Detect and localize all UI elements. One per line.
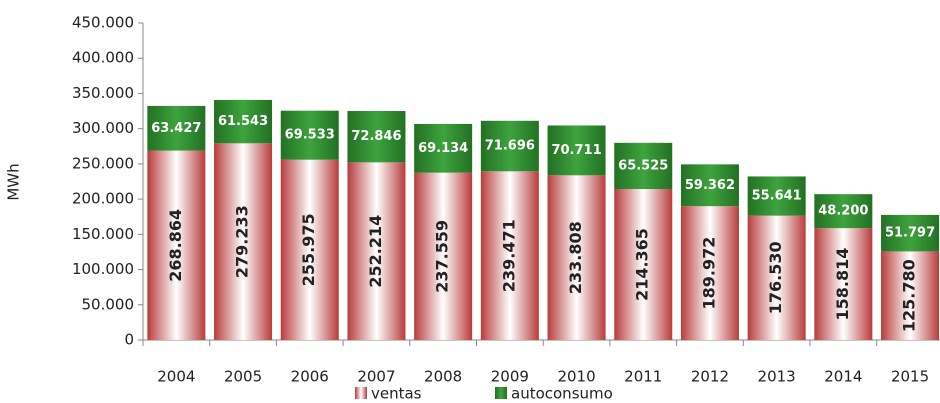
data-label: 158.814 <box>833 248 852 321</box>
bar-segment <box>814 228 873 340</box>
x-tick-label: 2011 <box>624 368 662 386</box>
data-label: 279.233 <box>233 205 252 278</box>
bar-segment <box>414 172 473 340</box>
y-tick-label: 250.000 <box>72 154 134 172</box>
x-tick-label: 2009 <box>491 368 529 386</box>
bar-segment <box>480 171 539 340</box>
data-label: 71.696 <box>485 139 535 154</box>
data-label: 255.975 <box>299 213 318 286</box>
data-label: 237.559 <box>433 220 452 293</box>
bar-segment <box>480 120 539 172</box>
data-label: 268.864 <box>166 209 185 282</box>
x-tick-label: 2004 <box>157 368 195 386</box>
data-label: 65.525 <box>618 158 668 173</box>
bar-segment <box>280 159 339 340</box>
data-label: 70.711 <box>551 143 601 158</box>
x-tick-label: 2007 <box>357 368 395 386</box>
data-label: 61.543 <box>218 114 268 129</box>
x-tick-label: 2015 <box>891 368 929 386</box>
bar-segment <box>814 194 873 229</box>
bar-segment <box>680 206 739 340</box>
data-label: 69.533 <box>285 128 335 143</box>
data-label: 55.641 <box>752 189 802 204</box>
bar-segment <box>881 251 940 340</box>
y-tick-label: 50.000 <box>82 295 135 313</box>
bar-segment <box>147 150 206 340</box>
bar-segment <box>214 99 273 144</box>
bar-segment <box>614 142 673 189</box>
data-label: 214.365 <box>633 228 652 301</box>
bar-segment <box>680 164 739 207</box>
x-tick-label: 2013 <box>758 368 796 386</box>
data-label: 72.846 <box>351 129 401 144</box>
x-tick-label: 2008 <box>424 368 462 386</box>
bar-segment <box>547 175 606 340</box>
bar-segment <box>881 214 940 252</box>
bar-segment <box>347 162 406 340</box>
y-tick-label: 200.000 <box>72 190 134 208</box>
legend-label: ventas <box>371 385 422 403</box>
data-label: 189.972 <box>699 237 718 310</box>
legend-label: autoconsumo <box>511 385 613 403</box>
legend-swatch <box>355 387 367 399</box>
bar-segment <box>747 176 806 216</box>
bar-segment <box>547 125 606 176</box>
bar-segment <box>214 143 273 340</box>
y-tick-label: 450.000 <box>72 14 134 32</box>
data-label: 239.471 <box>499 219 518 292</box>
y-tick-label: 350.000 <box>72 84 134 102</box>
x-tick-label: 2012 <box>691 368 729 386</box>
bar-segment <box>747 215 806 340</box>
data-label: 176.530 <box>766 241 785 314</box>
y-axis-label: MWh <box>5 163 23 200</box>
bar-segment <box>280 110 339 160</box>
data-label: 252.214 <box>366 215 385 288</box>
data-label: 48.200 <box>818 204 868 219</box>
legend-swatch <box>495 387 507 399</box>
data-label: 69.134 <box>418 141 468 156</box>
x-tick-label: 2010 <box>557 368 595 386</box>
x-tick-label: 2014 <box>824 368 862 386</box>
x-tick-label: 2006 <box>291 368 329 386</box>
y-tick-label: 150.000 <box>72 225 134 243</box>
bar-segment <box>147 105 206 151</box>
data-label: 59.362 <box>685 178 735 193</box>
data-label: 63.427 <box>151 121 201 136</box>
y-tick-label: 0 <box>124 331 134 349</box>
bar-segment <box>347 111 406 163</box>
data-label: 51.797 <box>885 226 935 241</box>
bar-segment <box>414 123 473 173</box>
data-label: 233.808 <box>566 221 585 294</box>
y-tick-label: 400.000 <box>72 49 134 67</box>
x-tick-label: 2005 <box>224 368 262 386</box>
y-tick-label: 300.000 <box>72 119 134 137</box>
bar-segment <box>614 188 673 340</box>
y-tick-label: 100.000 <box>72 260 134 278</box>
data-label: 125.780 <box>900 259 919 332</box>
